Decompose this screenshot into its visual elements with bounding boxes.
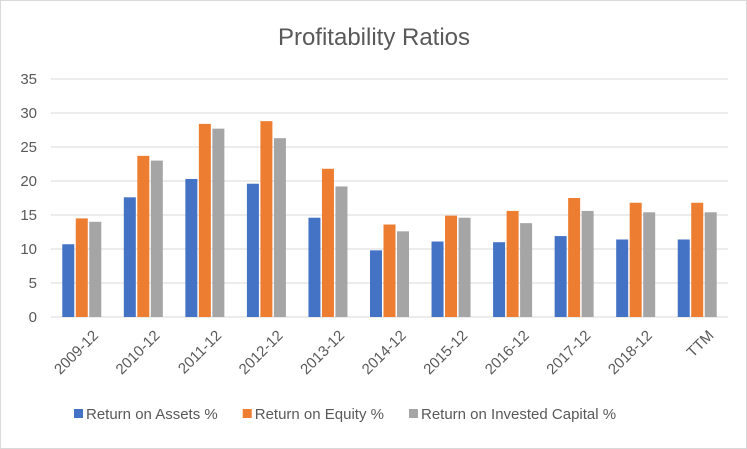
bar: [493, 242, 506, 317]
bar: [62, 244, 75, 317]
x-tick-label: 2017-12: [543, 327, 594, 378]
bar: [123, 197, 136, 317]
legend-label: Return on Equity %: [255, 406, 384, 423]
bar: [445, 215, 458, 317]
bar: [704, 212, 717, 317]
bar: [431, 241, 444, 317]
bar: [677, 239, 690, 317]
legend-label: Return on Assets %: [86, 406, 218, 423]
chart-title: Profitability Ratios: [278, 24, 470, 51]
x-tick-label: 2011-12: [175, 327, 225, 377]
bar: [308, 217, 321, 317]
bar: [643, 212, 656, 317]
bar: [89, 221, 102, 317]
bar: [321, 168, 334, 317]
bar: [260, 121, 273, 317]
x-tick-label: 2016-12: [482, 327, 533, 378]
bar: [568, 198, 581, 317]
bars: [62, 121, 717, 317]
y-tick-label: 20: [20, 173, 37, 190]
bar: [370, 250, 382, 317]
bar: [691, 202, 704, 317]
bar: [629, 202, 642, 317]
bar: [75, 218, 88, 317]
legend-swatch: [74, 409, 83, 418]
bar: [458, 217, 471, 317]
x-tick-label: 2015-12: [420, 327, 471, 378]
bar: [212, 128, 225, 317]
bar: [520, 223, 533, 317]
bar: [397, 231, 409, 317]
legend-label: Return on Invested Capital %: [421, 406, 616, 423]
x-tick-label: 2018-12: [605, 327, 656, 378]
bar: [335, 186, 348, 317]
bar: [273, 138, 286, 317]
bar: [246, 183, 259, 317]
y-tick-label: 15: [20, 207, 37, 224]
y-tick-label: 35: [20, 71, 37, 88]
bar: [616, 239, 629, 317]
y-tick-label: 10: [20, 241, 37, 258]
bar: [506, 210, 519, 317]
x-tick-label: 2013-12: [297, 327, 348, 378]
x-tick-label: 2014-12: [359, 327, 410, 378]
bar: [581, 210, 594, 317]
legend-swatch: [408, 409, 418, 418]
x-tick-label: 2012-12: [236, 327, 287, 378]
legend: Return on Assets % Return on Equity % Retu…: [74, 406, 616, 423]
bar: [198, 123, 211, 317]
y-tick-label: 0: [29, 309, 37, 326]
x-tick-label: 2010-12: [113, 327, 164, 378]
x-axis-ticks: 2009-12 2010-12 2011-12 2012-12 2013-12 2014-…: [51, 327, 717, 378]
y-tick-label: 30: [20, 105, 37, 122]
y-tick-label: 25: [20, 139, 37, 156]
x-tick-label: 2009-12: [51, 327, 102, 378]
bar: [383, 224, 396, 317]
bar: [185, 178, 198, 317]
bar: [137, 155, 150, 317]
x-tick-label: TTM: [684, 327, 718, 361]
bar: [150, 160, 163, 317]
y-axis-ticks: 0 5 10 15 20 25 30 35: [20, 71, 37, 326]
bar: [554, 236, 567, 317]
legend-swatch: [242, 409, 252, 418]
y-tick-label: 5: [29, 275, 37, 292]
